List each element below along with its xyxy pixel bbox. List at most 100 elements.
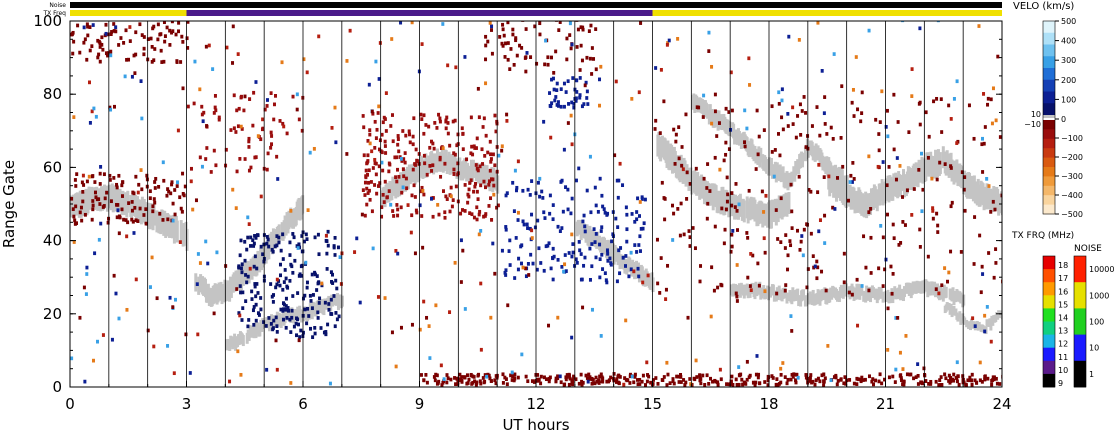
- ground-scatter-cell: [829, 162, 833, 178]
- velocity-point: [456, 161, 460, 166]
- velocity-point: [413, 195, 417, 199]
- velocity-point: [478, 164, 482, 169]
- velocity-point: [786, 111, 790, 116]
- velocity-point: [788, 239, 792, 243]
- velocity-point: [290, 264, 294, 269]
- velocity-point: [802, 227, 806, 232]
- velocity-point: [444, 126, 448, 131]
- velocity-point: [920, 209, 924, 214]
- ground-scatter-cell: [866, 289, 870, 301]
- velocity-point: [816, 265, 820, 270]
- velocity-point: [926, 155, 930, 160]
- velocity-point: [604, 278, 608, 283]
- velocity-point: [947, 103, 951, 108]
- velocity-point: [570, 42, 574, 47]
- velocity-point: [441, 380, 445, 385]
- velocity-point: [378, 181, 382, 185]
- velocity-point: [599, 229, 603, 233]
- velocity-swatch: [1043, 79, 1055, 92]
- velocity-point: [363, 180, 367, 185]
- velocity-point: [748, 373, 752, 378]
- velocity-point: [486, 39, 490, 44]
- ground-scatter-cell: [875, 189, 879, 212]
- velocity-point: [84, 292, 88, 296]
- velocity-point: [479, 281, 483, 286]
- velocity-point: [779, 240, 783, 245]
- velocity-point: [577, 381, 581, 386]
- velocity-point: [806, 267, 810, 271]
- velocity-point: [676, 374, 680, 379]
- velocity-point: [822, 379, 826, 384]
- velocity-point: [134, 52, 138, 57]
- velocity-point: [463, 183, 467, 187]
- velocity-point: [85, 22, 89, 27]
- velocity-point: [87, 80, 91, 85]
- ground-scatter-cell: [155, 210, 159, 233]
- velocity-point: [306, 306, 310, 311]
- velocity-point: [603, 210, 607, 215]
- ground-scatter-cell: [169, 215, 173, 238]
- velocity-point: [269, 91, 273, 95]
- velocity-point: [654, 376, 658, 380]
- velocity-point: [962, 380, 966, 385]
- ground-scatter-cell: [788, 172, 792, 188]
- velocity-point: [671, 377, 675, 381]
- velocity-point: [572, 105, 576, 110]
- velocity-point: [581, 219, 585, 224]
- velocity-point: [810, 124, 814, 128]
- ground-scatter-cell: [396, 178, 400, 198]
- velocity-point: [932, 99, 936, 104]
- velocity-point: [566, 207, 570, 212]
- velocity-point: [508, 263, 512, 267]
- velocity-point: [729, 249, 733, 254]
- velocity-point: [186, 104, 190, 109]
- velocity-point: [613, 153, 617, 158]
- velocity-point: [489, 379, 493, 383]
- velocity-point: [598, 77, 602, 82]
- velocity-point: [589, 23, 593, 28]
- velocity-point: [931, 216, 935, 221]
- velocity-point: [390, 113, 394, 117]
- velocity-point: [435, 126, 439, 130]
- velocity-point: [127, 201, 131, 205]
- velocity-point: [306, 208, 310, 212]
- velocity-point: [892, 236, 896, 241]
- velocity-point: [579, 25, 583, 30]
- velocity-point: [887, 375, 891, 380]
- velocity-point: [790, 329, 794, 333]
- velocity-point: [120, 207, 124, 212]
- velocity-point: [425, 315, 429, 320]
- velocity-point: [789, 314, 793, 318]
- y-tick-label: 40: [43, 232, 62, 250]
- velocity-point: [947, 270, 951, 275]
- velocity-point: [429, 139, 433, 144]
- velocity-point: [240, 318, 244, 322]
- velocity-point: [558, 21, 562, 24]
- ground-scatter-cell: [322, 304, 326, 316]
- velocity-point: [807, 188, 811, 192]
- velocity-point: [366, 139, 370, 143]
- velocity-point: [924, 379, 928, 383]
- velocity-point: [243, 239, 247, 244]
- velocity-point: [513, 276, 517, 280]
- velocity-point: [745, 377, 749, 382]
- velocity-point: [325, 267, 329, 271]
- ground-scatter-cell: [233, 333, 237, 345]
- velocity-point: [707, 381, 711, 386]
- velocity-point: [249, 244, 253, 248]
- velocity-point: [519, 261, 523, 266]
- velocity-point: [585, 188, 589, 193]
- velocity-point: [514, 236, 518, 240]
- velocity-point: [130, 200, 134, 204]
- velocity-points-layer: [70, 21, 1002, 387]
- velocity-point: [284, 296, 288, 301]
- velocity-point: [324, 238, 328, 243]
- velocity-point: [747, 56, 751, 61]
- velocity-point: [773, 148, 777, 152]
- velocity-point: [456, 172, 460, 177]
- velocity-point: [735, 209, 739, 213]
- velocity-point: [724, 207, 728, 212]
- velocity-swatch: [1043, 185, 1055, 196]
- velocity-point: [215, 250, 219, 255]
- velocity-point: [508, 67, 512, 71]
